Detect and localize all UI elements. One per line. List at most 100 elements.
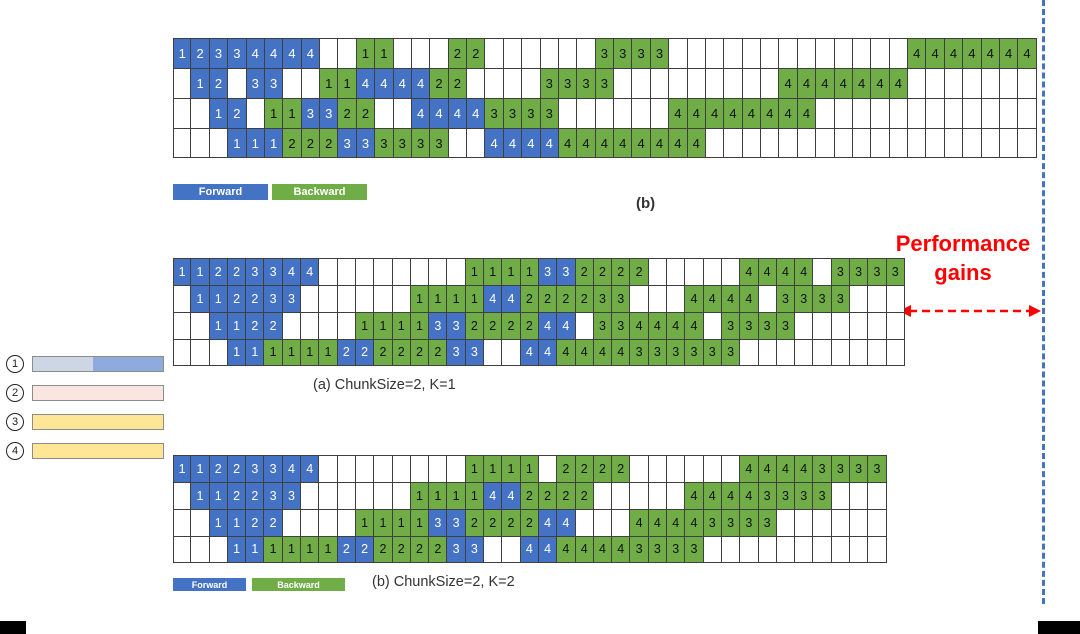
empty-cell	[834, 98, 853, 128]
empty-cell	[503, 38, 523, 68]
forward-cell: 4	[538, 536, 558, 563]
empty-cell	[761, 68, 780, 98]
empty-cell	[337, 312, 356, 339]
backward-cell: 4	[685, 482, 704, 509]
empty-cell	[282, 312, 302, 339]
backward-cell: 4	[685, 285, 704, 312]
forward-cell: 3	[338, 128, 357, 158]
reference-dashed-line	[1042, 0, 1045, 604]
backward-cell: 3	[593, 285, 613, 312]
empty-cell	[612, 482, 631, 509]
forward-cell: 2	[246, 482, 265, 509]
empty-cell	[502, 536, 521, 563]
backward-cell: 4	[834, 68, 853, 98]
backward-cell: 4	[593, 536, 613, 563]
backward-cell: 2	[520, 312, 539, 339]
backward-cell: 1	[484, 455, 503, 482]
forward-cell: 3	[264, 285, 283, 312]
backward-cell: 2	[283, 128, 302, 158]
backward-cell: 1	[484, 258, 503, 285]
forward-cell: 3	[282, 285, 302, 312]
backward-cell: 3	[813, 482, 832, 509]
backward-cell: 2	[557, 455, 576, 482]
backward-cell: 3	[612, 312, 631, 339]
forward-cell: 4	[520, 339, 539, 366]
backward-cell: 2	[356, 98, 376, 128]
forward-cell: 4	[356, 68, 376, 98]
backward-cell: 2	[630, 258, 649, 285]
empty-cell	[944, 128, 964, 158]
backward-cell: 1	[502, 455, 521, 482]
empty-cell	[908, 128, 927, 158]
forward-cell: 4	[301, 455, 320, 482]
backward-cell: 4	[685, 509, 704, 536]
empty-cell	[337, 482, 356, 509]
empty-cell	[1018, 98, 1037, 128]
forward-cell: 1	[227, 509, 247, 536]
empty-cell	[593, 482, 613, 509]
cost-marker-row: 4	[6, 442, 164, 460]
backward-cell: 1	[520, 455, 539, 482]
cost-marker-legend: 1 2 3 4	[6, 355, 164, 460]
empty-cell	[685, 455, 704, 482]
cost-bar	[32, 385, 164, 401]
backward-cell: 3	[721, 312, 741, 339]
empty-cell	[669, 68, 688, 98]
forward-cell: 2	[227, 455, 247, 482]
backward-cell: 4	[667, 509, 686, 536]
empty-cell	[758, 285, 777, 312]
empty-cell	[485, 38, 504, 68]
empty-cell	[849, 482, 869, 509]
backward-cell: 1	[392, 509, 411, 536]
empty-cell	[301, 68, 320, 98]
backward-cell: 4	[816, 68, 835, 98]
forward-cell: 2	[227, 258, 247, 285]
forward-cell: 3	[264, 258, 283, 285]
backward-cell: 2	[465, 312, 485, 339]
empty-cell	[575, 312, 594, 339]
backward-cell: 1	[392, 312, 411, 339]
backward-cell: 3	[813, 455, 832, 482]
backward-cell: 4	[648, 509, 668, 536]
backward-cell: 2	[410, 339, 430, 366]
forward-cell: 4	[538, 339, 558, 366]
empty-cell	[173, 482, 192, 509]
empty-cell	[889, 128, 908, 158]
empty-cell	[776, 536, 796, 563]
empty-cell	[577, 38, 596, 68]
forward-cell: 1	[246, 128, 265, 158]
backward-cell: 4	[779, 98, 798, 128]
backward-cell: 3	[776, 285, 796, 312]
backward-cell: 1	[319, 339, 338, 366]
cost-bar-segment	[92, 357, 163, 371]
forward-cell: 1	[191, 455, 210, 482]
backward-cell: 3	[632, 38, 651, 68]
forward-cell: 1	[209, 98, 229, 128]
backward-cell: 3	[758, 312, 777, 339]
backward-cell: 3	[758, 482, 777, 509]
empty-cell	[337, 455, 356, 482]
backward-cell: 1	[429, 285, 448, 312]
empty-cell	[779, 38, 798, 68]
empty-cell	[228, 68, 247, 98]
forward-cell: 2	[227, 482, 247, 509]
backward-cell: 4	[669, 128, 688, 158]
backward-cell: 4	[557, 536, 576, 563]
empty-cell	[467, 68, 486, 98]
backward-cell: 3	[758, 509, 777, 536]
forward-cell: 2	[355, 536, 375, 563]
backward-cell: 4	[999, 38, 1019, 68]
backward-cell: 3	[813, 285, 832, 312]
backward-cell: 2	[410, 536, 430, 563]
empty-cell	[703, 455, 722, 482]
forward-cell: 3	[209, 38, 229, 68]
backward-cell: 2	[338, 98, 357, 128]
forward-cell: 3	[320, 98, 339, 128]
empty-cell	[209, 339, 228, 366]
backward-cell: 4	[557, 339, 576, 366]
empty-cell	[393, 38, 412, 68]
